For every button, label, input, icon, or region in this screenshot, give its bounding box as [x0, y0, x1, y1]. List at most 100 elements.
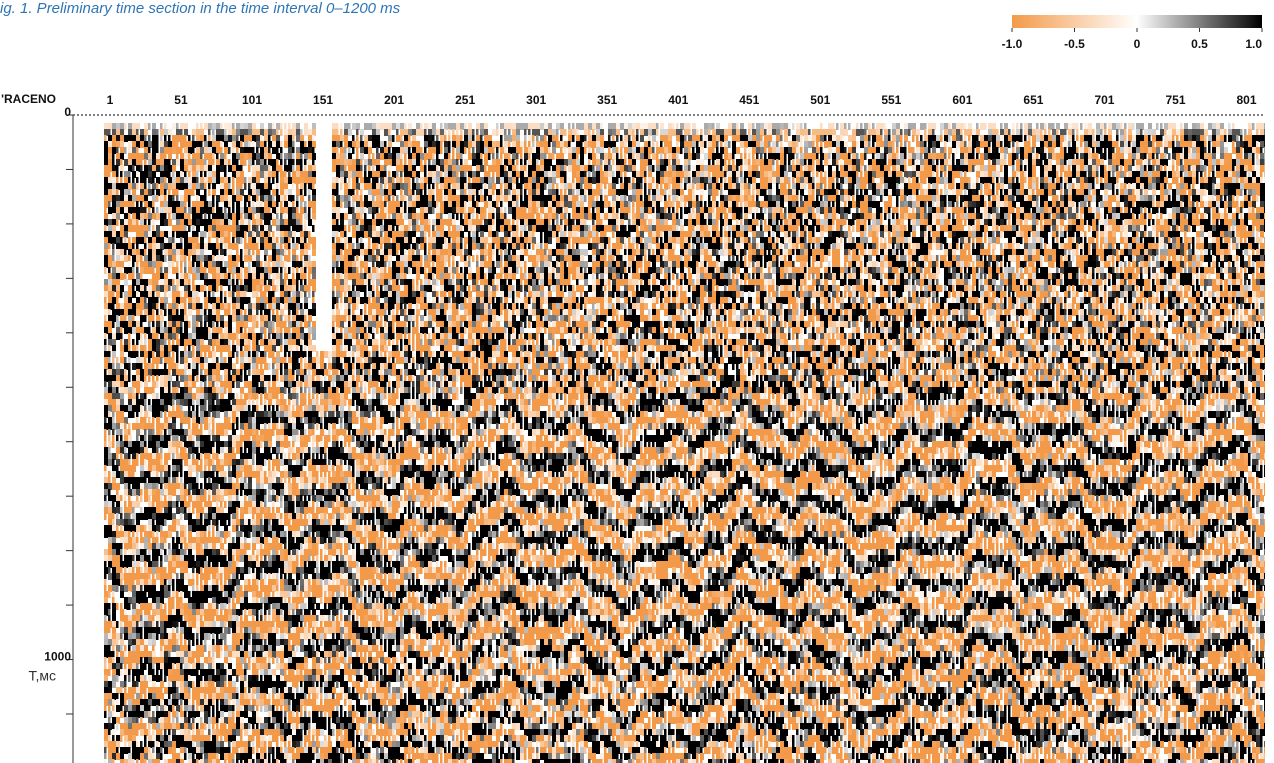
texture-cell: [136, 567, 140, 574]
texture-cell: [180, 591, 183, 598]
texture-cell: [112, 507, 116, 514]
texture-cell: [136, 225, 140, 232]
texture-cell: [244, 615, 248, 622]
texture-cell: [180, 639, 183, 646]
texture-cell: [132, 603, 136, 610]
texture-cell: [184, 489, 188, 496]
texture-cell: [196, 579, 199, 586]
texture-cell: [260, 495, 264, 502]
texture-cell: [152, 531, 155, 538]
texture-cell: [260, 621, 264, 628]
texture-cell: [180, 723, 184, 730]
texture-cell: [224, 633, 227, 640]
texture-cell: [120, 225, 124, 232]
texture-cell: [204, 735, 208, 742]
texture-cell: [264, 531, 268, 538]
texture-cell: [196, 375, 199, 382]
texture-cell: [232, 153, 236, 160]
texture-cell: [120, 705, 123, 712]
texture-cell: [176, 645, 180, 652]
texture-cell: [112, 309, 116, 316]
texture-cell: [236, 609, 240, 616]
texture-cell: [172, 579, 175, 586]
texture-cell: [152, 447, 156, 454]
texture-cell: [128, 699, 132, 706]
texture-cell: [244, 495, 247, 502]
texture-cell: [136, 183, 139, 190]
texture-cell: [208, 339, 212, 346]
texture-cell: [124, 717, 128, 724]
texture-cell: [256, 711, 259, 718]
texture-cell: [276, 513, 280, 520]
texture-cell: [288, 321, 292, 328]
texture-cell: [216, 669, 220, 676]
texture-cell: [160, 297, 164, 304]
texture-cell: [104, 207, 107, 214]
texture-cell: [256, 375, 260, 382]
texture-cell: [248, 477, 252, 484]
texture-cell: [272, 609, 276, 616]
texture-cell: [276, 429, 280, 436]
texture-cell: [272, 411, 276, 418]
texture-cell: [212, 249, 216, 256]
texture-cell: [176, 543, 179, 550]
texture-cell: [184, 291, 188, 298]
texture-cell: [300, 201, 303, 208]
texture-cell: [264, 207, 268, 214]
texture-cell: [244, 129, 248, 136]
texture-cell: [260, 207, 264, 214]
texture-cell: [180, 291, 183, 298]
texture-cell: [220, 483, 224, 490]
texture-cell: [144, 123, 148, 130]
texture-cell: [260, 735, 264, 742]
texture-cell: [292, 753, 296, 760]
texture-cell: [108, 459, 112, 466]
texture-cell: [244, 321, 248, 328]
texture-cell: [280, 297, 284, 304]
texture-cell: [108, 639, 112, 646]
texture-cell: [176, 627, 179, 634]
texture-cell: [228, 201, 231, 208]
texture-cell: [272, 483, 276, 490]
texture-cell: [144, 195, 148, 202]
texture-cell: [136, 645, 140, 652]
texture-cell: [108, 609, 111, 616]
texture-cell: [132, 525, 136, 532]
texture-cell: [152, 669, 155, 676]
texture-cell: [196, 465, 200, 472]
texture-cell: [120, 309, 124, 316]
texture-cell: [288, 729, 292, 736]
texture-cell: [260, 723, 264, 730]
texture-cell: [148, 495, 151, 502]
texture-cell: [156, 609, 160, 616]
texture-cell: [108, 159, 112, 166]
texture-cell: [188, 531, 192, 538]
texture-cell: [236, 291, 240, 298]
texture-cell: [112, 189, 116, 196]
texture-cell: [124, 357, 127, 364]
texture-cell: [204, 741, 208, 748]
texture-cell: [196, 129, 200, 136]
texture-cell: [228, 219, 231, 226]
texture-cell: [248, 339, 251, 346]
texture-cell: [204, 753, 208, 760]
texture-cell: [260, 219, 263, 226]
texture-cell: [192, 273, 196, 280]
texture-cell: [108, 363, 112, 370]
texture-cell: [184, 543, 188, 550]
texture-cell: [104, 315, 107, 322]
texture-cell: [120, 555, 123, 562]
texture-cell: [224, 591, 228, 598]
texture-cell: [200, 465, 203, 472]
texture-cell: [296, 435, 300, 442]
texture-cell: [264, 501, 267, 508]
texture-cell: [248, 639, 251, 646]
texture-cell: [152, 747, 155, 754]
texture-cell: [256, 489, 260, 496]
texture-cell: [168, 195, 172, 202]
texture-cell: [248, 399, 251, 406]
texture-cell: [124, 669, 128, 676]
texture-cell: [224, 483, 228, 490]
texture-cell: [248, 507, 252, 514]
texture-cell: [288, 549, 291, 556]
